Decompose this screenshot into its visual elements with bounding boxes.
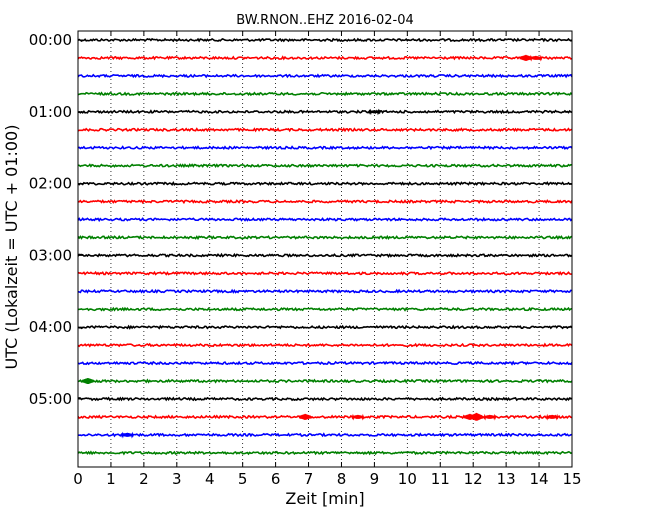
x-axis-label: Zeit [min] (285, 489, 364, 508)
trace-line (77, 306, 573, 312)
trace-line (77, 145, 573, 151)
trace-0515 (77, 412, 573, 421)
trace-0000 (77, 37, 573, 43)
trace-0030 (77, 73, 573, 79)
seismogram-traces (77, 37, 573, 456)
x-tick-labels: 0 1 2 3 4 5 6 7 8 9 10 11 12 13 14 15 (73, 470, 581, 488)
trace-line (77, 432, 573, 438)
seismic-event (469, 412, 484, 421)
seismic-event (298, 413, 312, 420)
seismic-event (120, 431, 135, 439)
trace-0315 (77, 270, 573, 276)
trace-line (77, 414, 573, 420)
x-tick-label: 5 (238, 470, 248, 488)
y-tick-label: 02:00 (29, 175, 72, 193)
trace-0100 (77, 108, 573, 116)
trace-line (77, 252, 573, 258)
trace-line (77, 216, 573, 223)
seismic-event (519, 54, 533, 61)
axis-ticks (77, 31, 573, 467)
trace-line (77, 270, 573, 276)
x-tick-label: 8 (337, 470, 347, 488)
seismic-event (367, 108, 382, 116)
trace-0245 (77, 234, 573, 241)
trace-line (77, 288, 573, 294)
trace-0345 (77, 306, 573, 312)
trace-line (77, 396, 573, 402)
trace-0430 (77, 360, 573, 366)
trace-0115 (77, 127, 573, 133)
trace-0130 (77, 145, 573, 151)
grid-lines (110, 31, 540, 467)
trace-0500 (77, 396, 573, 402)
x-tick-label: 0 (73, 470, 83, 488)
x-tick-label: 3 (172, 470, 182, 488)
seismic-event (545, 413, 559, 421)
y-tick-label: 04:00 (29, 318, 72, 336)
y-tick-label: 01:00 (29, 103, 72, 121)
x-tick-label: 15 (562, 470, 581, 488)
x-tick-label: 9 (370, 470, 380, 488)
plot-frame (77, 30, 573, 468)
trace-0300 (77, 252, 573, 258)
trace-line (77, 55, 573, 61)
y-tick-labels: 00:00 01:00 02:00 03:00 04:00 05:00 (29, 31, 72, 408)
trace-line (77, 360, 573, 366)
trace-line (77, 73, 573, 79)
trace-0200 (77, 180, 573, 187)
trace-line (77, 324, 573, 330)
trace-0545 (77, 450, 573, 456)
x-tick-label: 11 (431, 470, 450, 488)
x-tick-label: 14 (530, 470, 549, 488)
x-tick-label: 4 (205, 470, 215, 488)
trace-line (77, 109, 573, 115)
trace-line (77, 37, 573, 43)
trace-0415 (77, 342, 573, 348)
chart-title: BW.RNON..EHZ 2016-02-04 (236, 13, 414, 28)
y-axis-label: UTC (Lokalzeit = UTC + 01:00) (2, 125, 21, 370)
trace-line (77, 180, 573, 187)
y-tick-label: 00:00 (29, 31, 72, 49)
trace-line (77, 234, 573, 241)
x-tick-label: 7 (304, 470, 314, 488)
x-tick-label: 1 (106, 470, 116, 488)
trace-0145 (77, 163, 573, 169)
trace-line (77, 199, 573, 205)
seismic-event (351, 413, 365, 421)
trace-line (77, 378, 573, 384)
trace-line (77, 342, 573, 348)
trace-line (77, 163, 573, 169)
y-tick-label: 03:00 (29, 246, 72, 264)
seismic-event (81, 377, 95, 384)
trace-0015 (77, 54, 573, 62)
x-tick-label: 2 (139, 470, 149, 488)
trace-0045 (77, 91, 573, 97)
trace-line (77, 91, 573, 97)
y-tick-label: 05:00 (29, 390, 72, 408)
trace-0400 (77, 324, 573, 330)
trace-line (77, 127, 573, 133)
trace-0530 (77, 431, 573, 439)
x-tick-label: 6 (271, 470, 281, 488)
trace-0445 (77, 377, 573, 384)
seismic-event (529, 54, 543, 62)
trace-line (77, 450, 573, 456)
x-tick-label: 12 (464, 470, 483, 488)
x-tick-label: 10 (398, 470, 417, 488)
trace-0330 (77, 288, 573, 294)
trace-0230 (77, 216, 573, 223)
x-tick-label: 13 (497, 470, 516, 488)
seismic-event (483, 413, 497, 421)
trace-0215 (77, 199, 573, 205)
